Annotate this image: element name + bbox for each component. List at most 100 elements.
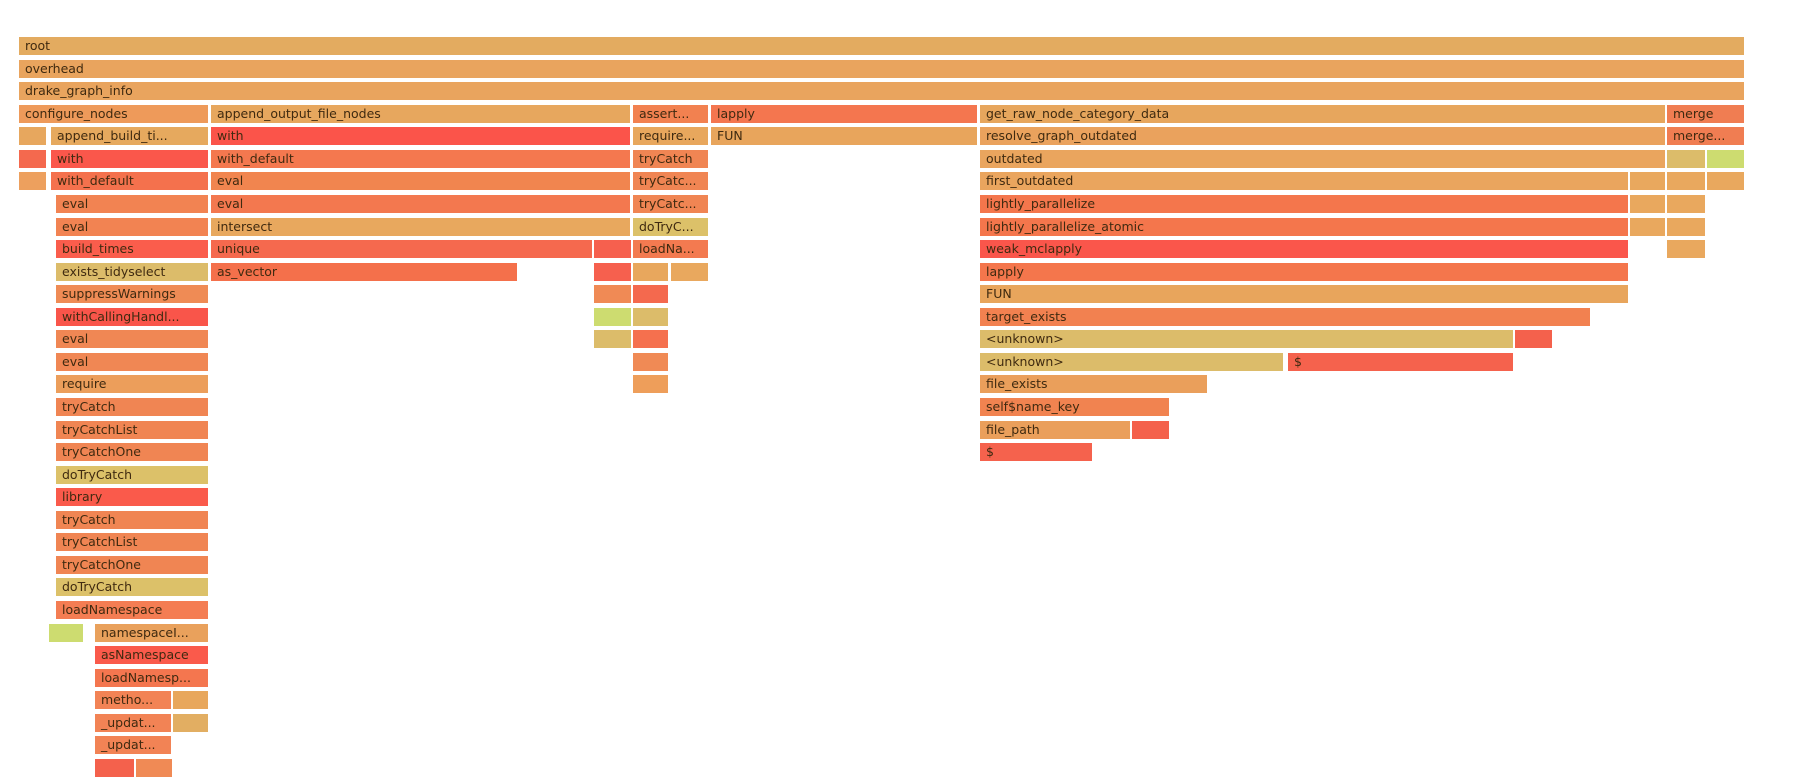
frame-get-raw-node-category-data[interactable]: get_raw_node_category_data (980, 104, 1665, 123)
frame-unlabeled[interactable] (1707, 172, 1744, 191)
frame-merge[interactable]: merge... (1667, 127, 1744, 146)
frame-unlabeled[interactable] (49, 623, 83, 642)
frame-dotryc[interactable]: doTryC... (633, 217, 708, 236)
frame-require[interactable]: require... (633, 127, 708, 146)
frame-trycatchlist[interactable]: tryCatchList (56, 420, 208, 439)
frame-trycatc[interactable]: tryCatc... (633, 194, 708, 213)
frame-suppresswarnings[interactable]: suppressWarnings (56, 285, 208, 304)
frame-unlabeled[interactable] (633, 375, 668, 394)
frame-asnamespace[interactable]: asNamespace (95, 646, 208, 665)
frame-fun[interactable]: FUN (711, 127, 977, 146)
frame-unlabeled[interactable] (633, 307, 668, 326)
frame-unlabeled[interactable] (633, 330, 668, 349)
frame-unlabeled[interactable] (594, 330, 631, 349)
frame-unlabeled[interactable] (594, 285, 631, 304)
frame-library[interactable]: library (56, 488, 208, 507)
frame-unlabeled[interactable] (1630, 217, 1665, 236)
frame-unlabeled[interactable] (1667, 240, 1705, 258)
frame-unlabeled[interactable] (1667, 149, 1705, 168)
frame-lightly-parallelize-atomic[interactable]: lightly_parallelize_atomic (980, 217, 1628, 236)
frame-metho[interactable]: metho... (95, 691, 171, 710)
frame-eval[interactable]: eval (56, 217, 208, 236)
frame-unlabeled[interactable] (1132, 420, 1169, 439)
frame-append-output-file-nodes[interactable]: append_output_file_nodes (211, 104, 630, 123)
frame-trycatch[interactable]: tryCatch (633, 149, 708, 168)
frame-eval[interactable]: eval (211, 172, 630, 191)
frame-unknown[interactable]: <unknown> (980, 330, 1513, 349)
frame-eval[interactable]: eval (211, 194, 630, 213)
frame-unlabeled[interactable] (594, 262, 631, 281)
frame-trycatc[interactable]: tryCatc... (633, 172, 708, 191)
frame-with-default[interactable]: with_default (51, 172, 208, 191)
frame-append-build-ti[interactable]: append_build_ti... (51, 127, 208, 146)
frame-loadnamespace[interactable]: loadNamespace (56, 601, 208, 619)
frame-trycatchlist[interactable]: tryCatchList (56, 533, 208, 552)
frame-as-vector[interactable]: as_vector (211, 262, 517, 281)
frame-unlabeled[interactable] (1630, 172, 1665, 191)
frame-unlabeled[interactable] (594, 307, 631, 326)
frame-dotrycatch[interactable]: doTryCatch (56, 578, 208, 597)
frame-assert[interactable]: assert... (633, 104, 708, 123)
frame-dotrycatch[interactable]: doTryCatch (56, 465, 208, 484)
frame-unlabeled[interactable] (1515, 330, 1552, 349)
frame-lightly-parallelize[interactable]: lightly_parallelize (980, 194, 1628, 213)
frame-configure-nodes[interactable]: configure_nodes (19, 104, 208, 123)
frame-trycatchone[interactable]: tryCatchOne (56, 443, 208, 462)
frame-unlabeled[interactable] (1707, 149, 1744, 168)
frame-intersect[interactable]: intersect (211, 217, 630, 236)
frame-unlabeled[interactable] (19, 127, 46, 146)
frame-unlabeled[interactable] (173, 691, 208, 710)
frame-unlabeled[interactable] (1667, 217, 1705, 236)
frame-exists-tidyselect[interactable]: exists_tidyselect (56, 262, 208, 281)
frame-drake-graph-info[interactable]: drake_graph_info (19, 82, 1744, 101)
frame-build-times[interactable]: build_times (56, 240, 208, 258)
frame-unlabeled[interactable] (1667, 172, 1705, 191)
frame-unlabeled[interactable] (594, 240, 631, 258)
frame-dollar[interactable]: $ (1288, 352, 1513, 371)
frame-unlabeled[interactable] (1630, 194, 1665, 213)
frame-unknown[interactable]: <unknown> (980, 352, 1283, 371)
frame-updat[interactable]: _updat... (95, 713, 171, 732)
frame-with-default[interactable]: with_default (211, 149, 630, 168)
frame-first-outdated[interactable]: first_outdated (980, 172, 1628, 191)
frame-merge[interactable]: merge (1667, 104, 1744, 123)
frame-overhead[interactable]: overhead (19, 59, 1744, 78)
frame-updat[interactable]: _updat... (95, 736, 171, 755)
frame-require[interactable]: require (56, 375, 208, 394)
frame-unlabeled[interactable] (19, 172, 46, 191)
frame-weak-mclapply[interactable]: weak_mclapply (980, 240, 1628, 258)
frame-unique[interactable]: unique (211, 240, 592, 258)
frame-unlabeled[interactable] (95, 758, 134, 777)
frame-unlabeled[interactable] (1667, 194, 1705, 213)
frame-unlabeled[interactable] (633, 285, 668, 304)
frame-root[interactable]: root (19, 37, 1744, 55)
frame-eval[interactable]: eval (56, 194, 208, 213)
frame-file-path[interactable]: file_path (980, 420, 1130, 439)
frame-lapply[interactable]: lapply (980, 262, 1628, 281)
frame-withcallinghandl[interactable]: withCallingHandl... (56, 307, 208, 326)
frame-eval[interactable]: eval (56, 330, 208, 349)
frame-trycatchone[interactable]: tryCatchOne (56, 555, 208, 574)
frame-self-name-key[interactable]: self$name_key (980, 398, 1169, 416)
frame-resolve-graph-outdated[interactable]: resolve_graph_outdated (980, 127, 1665, 146)
frame-unlabeled[interactable] (19, 149, 46, 168)
frame-eval[interactable]: eval (56, 352, 208, 371)
frame-fun[interactable]: FUN (980, 285, 1628, 304)
frame-target-exists[interactable]: target_exists (980, 307, 1590, 326)
frame-loadnamesp[interactable]: loadNamesp... (95, 668, 208, 687)
frame-trycatch[interactable]: tryCatch (56, 510, 208, 529)
frame-with[interactable]: with (211, 127, 630, 146)
frame-unlabeled[interactable] (633, 262, 668, 281)
frame-dollar[interactable]: $ (980, 443, 1092, 462)
frame-lapply[interactable]: lapply (711, 104, 977, 123)
frame-unlabeled[interactable] (136, 758, 172, 777)
frame-loadna[interactable]: loadNa... (633, 240, 708, 258)
frame-unlabeled[interactable] (633, 352, 668, 371)
frame-unlabeled[interactable] (173, 713, 208, 732)
frame-outdated[interactable]: outdated (980, 149, 1665, 168)
frame-file-exists[interactable]: file_exists (980, 375, 1207, 394)
frame-with[interactable]: with (51, 149, 208, 168)
frame-unlabeled[interactable] (671, 262, 708, 281)
frame-namespacei[interactable]: namespaceI... (95, 623, 208, 642)
frame-trycatch[interactable]: tryCatch (56, 398, 208, 416)
